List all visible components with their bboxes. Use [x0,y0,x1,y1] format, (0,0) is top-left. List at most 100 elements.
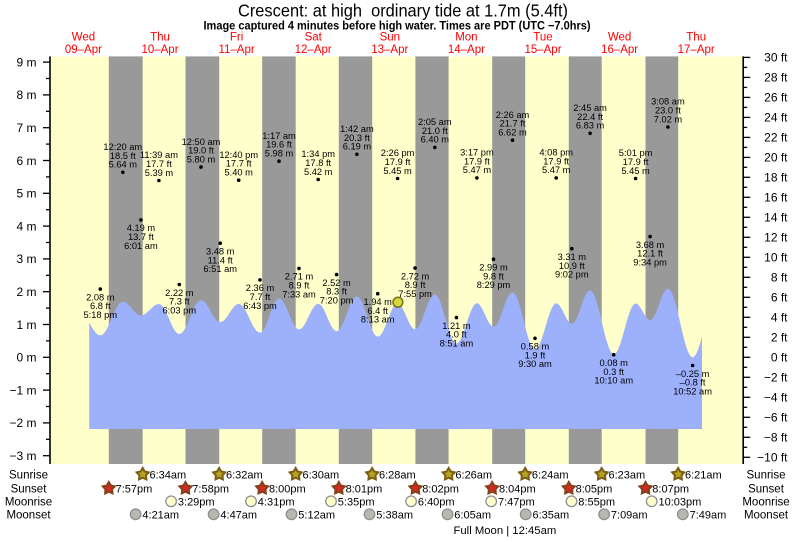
svg-text:5.98 m: 5.98 m [265,149,294,159]
svg-text:−10 ft: −10 ft [757,451,788,465]
svg-text:6:51 am: 6:51 am [203,264,237,274]
svg-text:20.3 ft: 20.3 ft [344,133,370,143]
svg-text:−3 m: −3 m [9,449,36,463]
svg-text:8:07pm: 8:07pm [652,483,689,495]
svg-text:17.9 ft: 17.9 ft [464,156,490,166]
svg-text:2:26 am: 2:26 am [496,110,530,120]
svg-text:10:52 am: 10:52 am [673,386,712,396]
svg-text:23.0 ft: 23.0 ft [655,106,681,116]
svg-text:8:55pm: 8:55pm [578,496,615,508]
svg-text:22 ft: 22 ft [764,131,788,145]
svg-text:12:40 pm: 12:40 pm [219,150,258,160]
svg-text:3.48 m: 3.48 m [206,247,235,257]
svg-text:1.21 m: 1.21 m [442,321,471,331]
svg-text:−2 m: −2 m [9,416,36,430]
svg-text:5.45 m: 5.45 m [383,166,412,176]
svg-text:4:08 pm: 4:08 pm [539,148,573,158]
svg-text:5.40 m: 5.40 m [224,168,253,178]
svg-text:4:31pm: 4:31pm [258,496,295,508]
svg-text:12:20 am: 12:20 am [103,142,142,152]
svg-text:–0.8 ft: –0.8 ft [680,378,706,388]
svg-text:17.7 ft: 17.7 ft [146,159,172,169]
svg-text:Moonset: Moonset [744,509,789,521]
svg-text:17.9 ft: 17.9 ft [623,157,649,167]
svg-text:6:21am: 6:21am [685,469,722,481]
svg-text:Sunrise: Sunrise [747,469,786,481]
svg-text:4:21am: 4:21am [142,509,179,521]
svg-text:8 m: 8 m [16,88,36,102]
svg-text:1.9 ft: 1.9 ft [525,350,546,360]
svg-text:−6 ft: −6 ft [764,411,788,425]
svg-text:7:49am: 7:49am [690,509,727,521]
svg-text:2.36 m: 2.36 m [246,283,275,293]
svg-text:17–Apr: 17–Apr [678,44,715,56]
svg-text:17.7 ft: 17.7 ft [226,159,252,169]
svg-text:13.7 ft: 13.7 ft [128,232,154,242]
svg-text:6:28am: 6:28am [379,469,416,481]
svg-text:18 ft: 18 ft [764,171,788,185]
svg-text:Sun: Sun [380,32,400,44]
svg-text:1.94 m: 1.94 m [363,297,392,307]
svg-text:9:02 pm: 9:02 pm [555,270,589,280]
svg-text:3:08 am: 3:08 am [651,97,685,107]
svg-text:Tue: Tue [533,32,552,44]
svg-text:2.52 m: 2.52 m [322,278,351,288]
svg-text:2.22 m: 2.22 m [165,288,194,298]
svg-text:6:03 pm: 6:03 pm [163,305,197,315]
svg-text:8:00pm: 8:00pm [269,483,306,495]
svg-text:10:03pm: 10:03pm [659,496,702,508]
svg-text:7:47pm: 7:47pm [498,496,535,508]
svg-text:21.0 ft: 21.0 ft [422,126,448,136]
svg-text:3:17 pm: 3:17 pm [460,148,494,158]
svg-text:5.42 m: 5.42 m [304,167,333,177]
svg-text:17.9 ft: 17.9 ft [385,157,411,167]
svg-text:6:34am: 6:34am [150,469,187,481]
svg-text:4 m: 4 m [16,219,36,233]
svg-text:6.40 m: 6.40 m [421,135,450,145]
svg-text:−2 ft: −2 ft [764,371,788,385]
svg-text:8.9 ft: 8.9 ft [405,280,426,290]
svg-text:24 ft: 24 ft [764,111,788,125]
svg-text:Fri: Fri [230,32,243,44]
svg-text:Sat: Sat [305,32,323,44]
svg-text:4.0 ft: 4.0 ft [446,330,467,340]
svg-text:11.4 ft: 11.4 ft [208,255,234,265]
svg-text:Moonrise: Moonrise [5,496,52,508]
svg-text:3 m: 3 m [16,252,36,266]
svg-text:12–Apr: 12–Apr [295,44,332,56]
svg-text:Moonrise: Moonrise [742,496,789,508]
svg-text:1:34 pm: 1:34 pm [301,149,335,159]
svg-text:17.8 ft: 17.8 ft [305,158,331,168]
svg-text:5:18 pm: 5:18 pm [84,310,118,320]
svg-text:6:23am: 6:23am [609,469,646,481]
svg-text:21.7 ft: 21.7 ft [500,119,526,129]
svg-text:Sunset: Sunset [11,483,48,495]
svg-text:7.02 m: 7.02 m [654,114,683,124]
svg-text:22.4 ft: 22.4 ft [577,112,603,122]
svg-text:8:29 pm: 8:29 pm [477,280,511,290]
svg-text:−1 m: −1 m [9,383,36,397]
svg-text:6:05am: 6:05am [454,509,491,521]
svg-text:6:26am: 6:26am [455,469,492,481]
svg-text:8:02pm: 8:02pm [422,483,459,495]
svg-text:6:32am: 6:32am [226,469,263,481]
svg-text:09–Apr: 09–Apr [65,44,102,56]
svg-text:15–Apr: 15–Apr [524,44,561,56]
svg-text:26 ft: 26 ft [764,91,788,105]
svg-text:6.4 ft: 6.4 ft [367,306,388,316]
svg-text:12.1 ft: 12.1 ft [637,249,663,259]
svg-text:8:04pm: 8:04pm [499,483,536,495]
svg-text:Wed: Wed [608,32,631,44]
svg-text:5:12am: 5:12am [298,509,335,521]
svg-text:7.3 ft: 7.3 ft [169,297,190,307]
svg-text:Moonset: Moonset [6,509,51,521]
svg-text:1:42 am: 1:42 am [340,124,374,134]
svg-text:4.19 m: 4.19 m [127,223,156,233]
svg-text:1:17 am: 1:17 am [262,131,296,141]
svg-text:19.0 ft: 19.0 ft [188,146,214,156]
svg-text:5.47 m: 5.47 m [542,165,571,175]
svg-text:8 ft: 8 ft [771,271,788,285]
svg-text:17.9 ft: 17.9 ft [543,156,569,166]
svg-text:7:33 am: 7:33 am [282,289,316,299]
svg-text:6 ft: 6 ft [771,291,788,305]
